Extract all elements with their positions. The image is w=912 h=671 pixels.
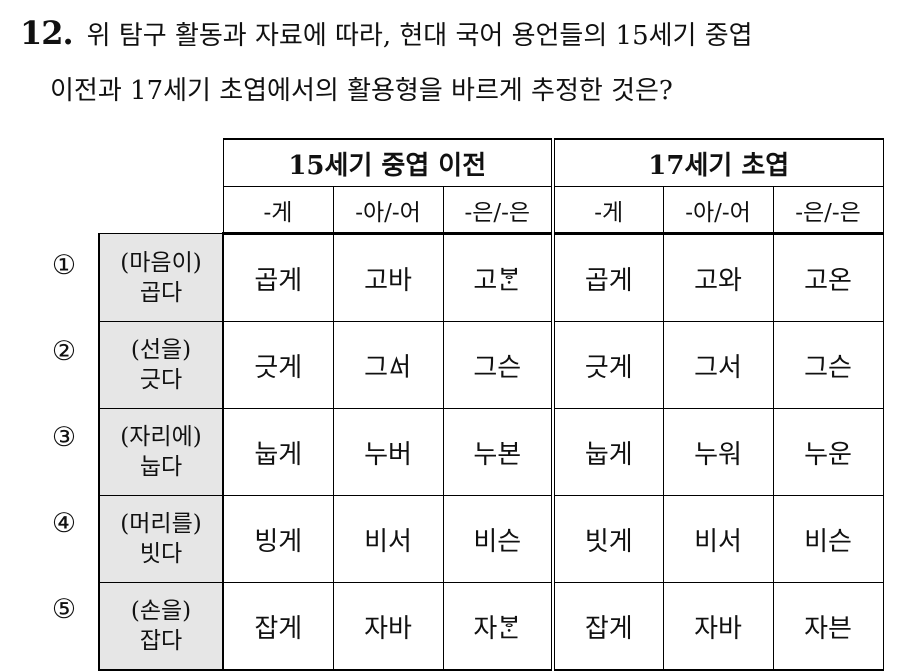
verb-cell: (손을) 잡다 [98,582,224,671]
form-cell: 자븐 [772,582,884,671]
header-period-early: 15세기 중엽 이전 [222,138,553,187]
choice-marker-5: ⑤ [51,594,77,625]
question-line-2: 이전과 17세기 초엽에서의 활용형을 바르게 추정한 것은? [50,76,673,106]
table-row: (선을) 긋다 긋게 그ᅀᅥ 그슨 긋게 그서 그슨 [98,321,884,409]
form-cell: 자바 [332,582,444,671]
header-period-late: 17세기 초엽 [551,138,884,187]
form-cell: 고바 [332,233,444,322]
form-cell: 비슨 [772,495,884,583]
verb-cell: (머리를) 빗다 [98,495,224,583]
form-cell: 누워 [662,408,774,496]
form-cell: 고ᄫᆞᆫ [442,233,554,322]
choice-marker-4: ④ [51,508,77,539]
header-ending-a-late: -아/-어 [662,186,773,235]
form-cell: 긋게 [222,321,334,409]
form-cell: 비슨 [442,495,554,583]
form-cell: 곱게 [551,233,664,322]
choice-marker-3: ③ [51,422,77,453]
header-blank [99,139,223,187]
verb-cell: (선을) 긋다 [98,321,224,409]
header-ending-ge-early: -게 [222,186,333,235]
table-row: (손을) 잡다 잡게 자바 자ᄫᆞᆫ 잡게 자바 자븐 [98,582,884,671]
form-cell: 눕게 [551,408,664,496]
verb-cell: (자리에) 눕다 [98,408,224,496]
form-cell: 잡게 [551,582,664,671]
question-line-1: 위 탐구 활동과 자료에 따라, 현대 국어 용언들의 15세기 중엽 [86,21,753,51]
form-cell: 고와 [662,233,774,322]
question-number: 12. [20,14,74,52]
form-cell: 그ᅀᅥ [332,321,444,409]
choice-marker-2: ② [51,336,77,367]
verb-cell: (마음이) 곱다 [98,233,224,322]
form-cell: 빙게 [222,495,334,583]
form-cell: 비서 [332,495,444,583]
form-cell: 자ᄫᆞᆫ [442,582,554,671]
table-row: (마음이) 곱다 곱게 고바 고ᄫᆞᆫ 곱게 고와 고온 [98,233,884,322]
choice-marker-1: ① [51,250,77,281]
form-cell: 누운 [772,408,884,496]
form-cell: 곱게 [222,233,334,322]
form-cell: 누버 [332,408,444,496]
form-cell: 자바 [662,582,774,671]
question-text: 12. 위 탐구 활동과 자료에 따라, 현대 국어 용언들의 15세기 중엽 이… [20,6,905,119]
form-cell: 그슨 [442,321,554,409]
header-ending-a-early: -아/-어 [332,186,443,235]
form-cell: 그서 [662,321,774,409]
form-cell: 고온 [772,233,884,322]
header-ending-ge-late: -게 [551,186,663,235]
form-cell: 비서 [662,495,774,583]
header-ending-eun-late: -은/-은 [772,186,884,235]
conjugation-table: 15세기 중엽 이전 17세기 초엽 -게 -아/-어 -은/-은 -게 -아/… [98,138,884,671]
form-cell: 긋게 [551,321,664,409]
form-cell: 누본 [442,408,554,496]
table-row: (머리를) 빗다 빙게 비서 비슨 빗게 비서 비슨 [98,495,884,583]
form-cell: 그슨 [772,321,884,409]
form-cell: 잡게 [222,582,334,671]
form-cell: 빗게 [551,495,664,583]
header-ending-eun-early: -은/-은 [442,186,553,235]
table-row: (자리에) 눕다 눕게 누버 누본 눕게 누워 누운 [98,408,884,496]
form-cell: 눕게 [222,408,334,496]
